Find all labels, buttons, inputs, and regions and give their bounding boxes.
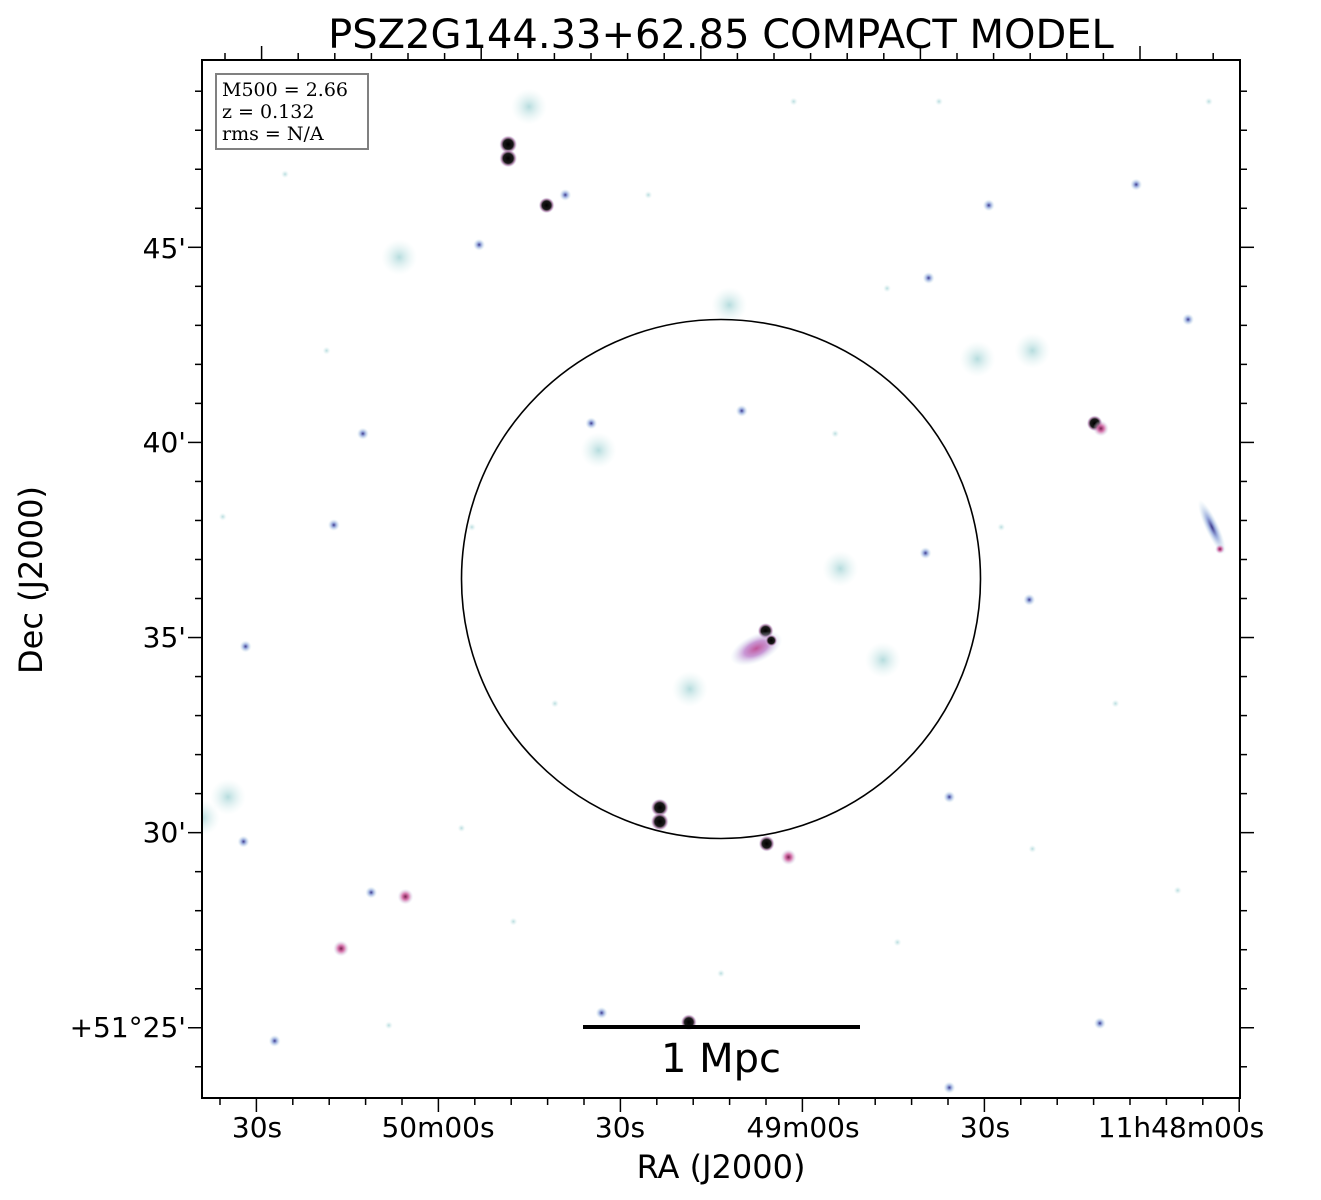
y-tick-label-3: 35' <box>143 621 186 654</box>
source-pink-12 <box>1092 420 1109 437</box>
source-diffuse-14 <box>1014 332 1051 369</box>
source-faint-50 <box>997 523 1006 532</box>
source-faint-49 <box>883 284 892 293</box>
source-diffuse-21 <box>580 432 617 469</box>
sources-layer <box>202 88 1227 1094</box>
source-small-blue-24 <box>356 427 369 440</box>
source-small-blue-33 <box>943 790 956 803</box>
source-small-blue-39 <box>982 199 995 212</box>
y-tick-label-2: 30' <box>143 816 186 849</box>
source-small-blue-28 <box>268 1034 281 1047</box>
source-small-blue-31 <box>922 271 935 284</box>
aperture-circle <box>460 318 982 840</box>
source-faint-51 <box>1111 699 1120 708</box>
x-tick-label-1: 30s <box>232 1111 282 1144</box>
source-diffuse-16 <box>209 778 246 815</box>
source-small-blue-35 <box>595 1006 608 1019</box>
source-small-blue-30 <box>919 547 932 560</box>
y-axis-label: Dec (J2000) <box>12 486 50 674</box>
source-diffuse-22 <box>711 286 748 323</box>
info-box: M500 = 2.66 z = 0.132 rms = N/A <box>215 73 369 150</box>
source-diffuse-13 <box>959 340 996 377</box>
source-faint-54 <box>717 969 725 978</box>
source-diffuse-20 <box>381 239 418 276</box>
source-faint-55 <box>893 938 902 947</box>
aperture-circle-layer <box>460 318 982 840</box>
source-compact-1 <box>538 197 555 214</box>
source-faint-58 <box>934 97 943 106</box>
x-tick-label-5: 30s <box>960 1111 1010 1144</box>
y-tick-label-5: 45' <box>143 232 186 265</box>
source-faint-46 <box>467 523 476 532</box>
source-small-blue-27 <box>365 886 378 899</box>
source-faint-57 <box>789 97 798 106</box>
info-box-frame <box>215 73 369 150</box>
x-tick-label-2: 50m00s <box>381 1111 494 1144</box>
x-tick-label-6: 11h48m00s <box>1098 1111 1265 1144</box>
source-pink-11 <box>780 849 797 866</box>
scale-bar-label: 1 Mpc <box>661 1036 781 1082</box>
source-elongated-body <box>1197 499 1227 555</box>
source-core-b <box>650 812 669 831</box>
source-pink-9 <box>397 888 414 905</box>
source-small-blue-34 <box>1093 1017 1106 1030</box>
source-small-blue-25 <box>327 519 340 532</box>
source-pink-10 <box>333 940 350 957</box>
axis-ticks <box>188 46 1254 1112</box>
plot-background <box>202 60 1240 1098</box>
source-small-blue-41 <box>585 417 598 430</box>
source-elongated-knot <box>1214 544 1225 555</box>
chart-title: PSZ2G144.33+62.85 COMPACT MODEL <box>328 12 1114 58</box>
y-tick-label-4: 40' <box>143 426 186 459</box>
source-small-blue-32 <box>1023 593 1036 606</box>
source-small-blue-43 <box>1130 178 1143 191</box>
source-faint-47 <box>550 699 559 708</box>
source-small-blue-36 <box>943 1081 956 1094</box>
plot-frame <box>201 59 1241 1099</box>
source-faint-52 <box>1173 886 1182 895</box>
source-faint-45 <box>322 346 331 355</box>
y-tick-label-1: +51°25' <box>70 1011 186 1044</box>
source-faint-44 <box>281 170 290 179</box>
source-faint-59 <box>644 190 653 199</box>
source-extended-core <box>765 634 778 647</box>
x-tick-label-3: 30s <box>595 1111 645 1144</box>
source-small-blue-42 <box>735 404 748 417</box>
source-faint-63 <box>509 917 518 926</box>
source-compact-0 <box>499 135 518 168</box>
source-compact-3 <box>758 835 775 852</box>
source-faint-61 <box>1204 97 1213 106</box>
x-axis-label: RA (J2000) <box>637 1148 806 1186</box>
source-core-a <box>499 135 518 154</box>
source-small-blue-40 <box>1182 313 1195 326</box>
source-core-b <box>499 149 518 168</box>
source-faint-62 <box>1028 844 1037 853</box>
source-diffuse-23 <box>864 641 901 678</box>
source-core <box>758 835 775 852</box>
source-small-blue-26 <box>237 835 250 848</box>
x-tick-label-4: 49m00s <box>746 1111 859 1144</box>
scale-bar: 1 Mpc <box>583 1025 860 1082</box>
info-rms: rms = N/A <box>222 123 324 145</box>
info-redshift: z = 0.132 <box>222 101 314 123</box>
source-diffuse-17 <box>510 88 547 125</box>
source-faint-60 <box>218 512 227 521</box>
source-small-blue-38 <box>559 188 572 201</box>
source-core-a <box>650 798 669 817</box>
source-core <box>538 197 555 214</box>
source-compact-2 <box>650 798 669 831</box>
source-small-blue-37 <box>239 640 252 653</box>
source-central-extended <box>730 631 783 666</box>
source-faint-56 <box>384 1021 393 1030</box>
source-diffuse-18 <box>671 671 708 708</box>
source-faint-53 <box>457 824 466 833</box>
info-mass: M500 = 2.66 <box>222 79 348 101</box>
source-small-blue-29 <box>473 238 486 251</box>
source-faint-48 <box>831 429 840 438</box>
source-elongated <box>1197 499 1227 555</box>
source-diffuse-19 <box>822 550 859 587</box>
